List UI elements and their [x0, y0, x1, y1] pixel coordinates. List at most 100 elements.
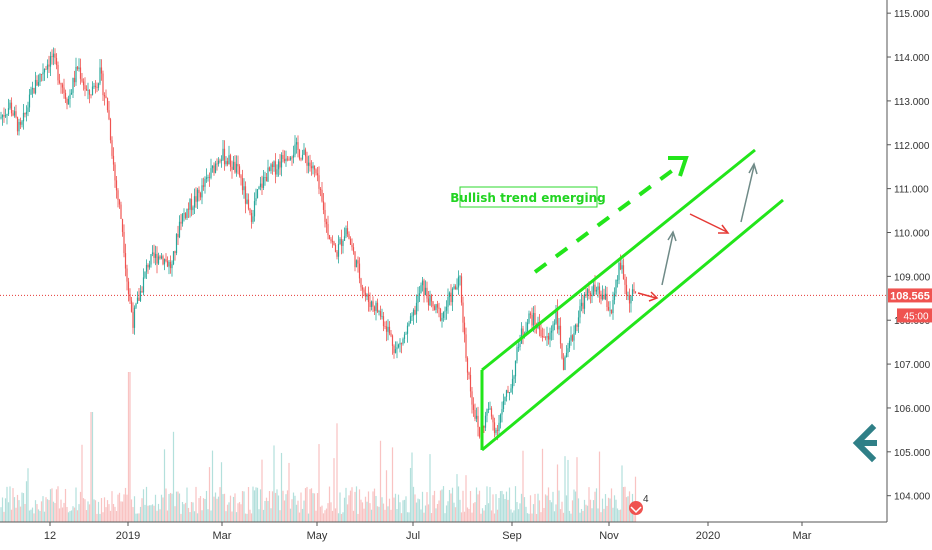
candle-body [105, 96, 107, 99]
candle-body [372, 301, 374, 307]
volume-bar [117, 494, 119, 522]
volume-bar [3, 511, 5, 522]
volume-bar [577, 498, 580, 522]
candle-body [229, 155, 232, 167]
gray-up-arrow-1[interactable] [661, 230, 677, 286]
candle-body [429, 295, 431, 306]
volume-bar [147, 505, 149, 522]
candle-body [90, 94, 92, 96]
candle-body [174, 251, 176, 254]
candle-body [490, 408, 493, 417]
time-tick-label: Mar [793, 530, 812, 542]
channel-upper-line[interactable] [481, 148, 756, 372]
candle-body [223, 148, 226, 165]
candle-body [57, 65, 59, 81]
candle-body [607, 306, 610, 310]
volume-bar [363, 508, 365, 522]
volume-bar [466, 507, 469, 522]
volume-bar [447, 501, 449, 522]
candle-body [367, 294, 370, 303]
candle-body [91, 86, 94, 95]
candle-body [88, 90, 91, 95]
volume-bar [606, 505, 608, 522]
candle-body [498, 422, 500, 431]
volume-bar [273, 445, 275, 522]
candle-body [319, 188, 322, 190]
candle-body [361, 287, 364, 290]
drawing-layer[interactable]: Bullish trend emerging [450, 148, 784, 452]
candle-body [66, 98, 68, 105]
candle-body [423, 280, 425, 295]
dashed-projection-arrow[interactable] [533, 165, 679, 274]
candle-body [514, 360, 517, 377]
candle-body [199, 193, 202, 198]
candle-body [148, 264, 151, 268]
volume-bar [525, 506, 527, 522]
volume-bar [54, 503, 56, 522]
candle-body [210, 168, 212, 178]
volume-bar [70, 510, 73, 522]
volume-bar [18, 500, 20, 522]
candle-body [247, 199, 250, 209]
volume-bar [283, 500, 286, 522]
volume-bar [105, 507, 107, 522]
gray-up-arrow-2[interactable] [740, 162, 758, 223]
candle-body [558, 325, 560, 330]
volume-bar [511, 512, 514, 522]
candle-body [424, 287, 427, 295]
candle-body [244, 186, 247, 204]
volume-bar [199, 496, 202, 522]
candle-body [289, 157, 292, 160]
volume-bar [429, 454, 431, 522]
volume-bar [48, 500, 50, 522]
volume-bar [138, 513, 140, 522]
candle-body [379, 311, 382, 317]
channel-lower-line[interactable] [481, 198, 784, 452]
volume-bar [291, 499, 293, 522]
volume-bar [225, 511, 227, 522]
candle-body [78, 67, 80, 69]
annotation-box[interactable] [459, 186, 598, 208]
candle-body [69, 94, 71, 99]
volume-bar [250, 513, 253, 522]
volume-bar [27, 468, 29, 522]
candle-body [478, 427, 481, 437]
volume-bar [67, 512, 70, 522]
volume-bar [192, 502, 194, 522]
red-arrow-1[interactable] [689, 213, 730, 234]
volume-bar [546, 495, 548, 522]
candle-body [474, 409, 476, 419]
volume-bar [346, 504, 349, 522]
indicator-badge[interactable]: 4 [629, 494, 649, 515]
volume-bar [364, 496, 367, 522]
candle-body [421, 280, 424, 286]
volume-bar [486, 486, 488, 522]
volume-bar [436, 503, 439, 522]
candle-body [282, 154, 284, 159]
candle-body [601, 294, 604, 300]
candle-body [246, 199, 248, 204]
candle-body [79, 67, 82, 79]
candle-body [106, 98, 109, 111]
candle-body [139, 290, 142, 301]
volume-bar [31, 507, 34, 522]
candle-body [183, 213, 185, 215]
volume-bar [598, 451, 601, 522]
volume-bar [558, 490, 560, 522]
candle-body [354, 251, 356, 268]
volume-bar [189, 512, 191, 522]
candle-body [28, 94, 31, 108]
time-axis-ticks[interactable]: 12 2019 Mar May Jul Sep Nov 2020 Mar [44, 522, 812, 542]
volume-bar [187, 507, 190, 522]
scroll-left-arrow-icon[interactable] [852, 423, 877, 463]
volume-bar [246, 513, 248, 522]
time-tick-label: Sep [502, 530, 522, 542]
candle-body [534, 312, 536, 325]
red-arrow-2[interactable] [637, 291, 659, 302]
volume-bar [315, 510, 317, 522]
candle-body [567, 348, 569, 353]
candle-body [487, 409, 490, 410]
candle-body [442, 311, 445, 318]
volume-bar [106, 500, 109, 522]
